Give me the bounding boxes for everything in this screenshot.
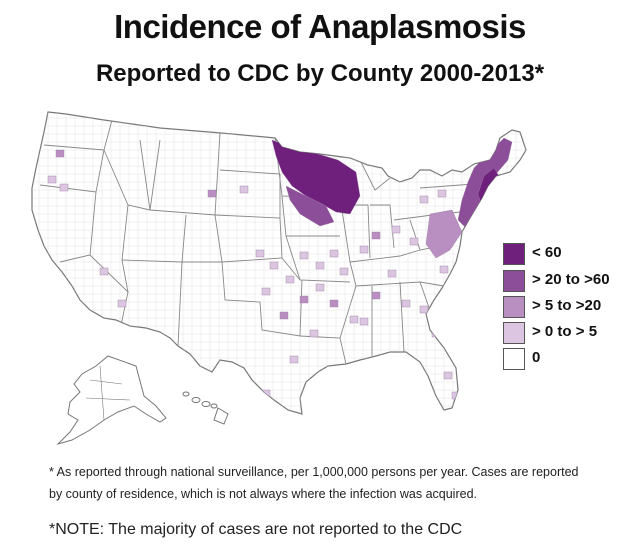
shaded-county (443, 371, 453, 380)
alaska-shape (56, 355, 167, 446)
legend-swatch (503, 322, 525, 344)
legend-label: > 5 to >20 (532, 297, 602, 314)
shaded-county (359, 317, 369, 326)
shaded-county (329, 249, 339, 258)
legend-label: < 60 (532, 244, 562, 261)
legend-label: > 0 to > 5 (532, 323, 598, 340)
shaded-county (299, 251, 309, 260)
legend-swatch (503, 296, 525, 318)
shaded-county (117, 299, 127, 308)
legend-item-zero: 0 (503, 348, 633, 370)
shaded-county (309, 329, 319, 338)
shaded-county (339, 267, 349, 276)
shaded-county (207, 189, 217, 198)
mid-atlantic-area (425, 209, 463, 259)
shaded-county (359, 245, 369, 254)
legend-item-0-5: > 0 to > 5 (503, 322, 633, 344)
shaded-county (401, 299, 411, 308)
legend-label: 0 (532, 349, 541, 366)
shaded-county (419, 305, 429, 314)
legend-item-5-20: > 5 to >20 (503, 296, 633, 318)
shaded-county (279, 311, 289, 320)
shaded-county (315, 283, 325, 292)
shaded-county (269, 261, 279, 270)
shaded-county (47, 175, 57, 184)
shaded-county (371, 231, 381, 240)
alaska-inset (56, 355, 167, 446)
footnote-line-2: by county of residence, which is not alw… (49, 487, 478, 501)
midwest-mid-area (285, 185, 335, 227)
map-title: Incidence of Anaplasmosis (114, 8, 526, 45)
shaded-county (255, 249, 265, 258)
legend-item-lt60: < 60 (503, 243, 633, 265)
hawaii-inset (182, 391, 229, 425)
shaded-county (391, 225, 401, 234)
legend-swatch (503, 243, 525, 265)
shaded-county (349, 315, 359, 324)
legend-label: > 20 to >60 (532, 271, 610, 288)
shaded-county (299, 295, 309, 304)
shaded-county (315, 261, 325, 270)
shaded-county (55, 149, 65, 158)
shaded-county (329, 299, 339, 308)
shaded-county (59, 183, 69, 192)
shaded-county (445, 295, 455, 304)
shaded-county (437, 189, 447, 198)
map-subtitle: Reported to CDC by County 2000-2013* (95, 60, 545, 87)
shaded-county (451, 391, 461, 400)
shaded-county (99, 267, 109, 276)
legend-swatch (503, 348, 525, 370)
cdc-note: *NOTE: The majority of cases are not rep… (49, 521, 463, 538)
shaded-county (285, 275, 295, 284)
shaded-county (289, 355, 299, 364)
shaded-county (439, 265, 449, 274)
midwest-high-area (271, 139, 361, 215)
footnote-line-1: * As reported through national surveilla… (49, 465, 579, 479)
shaded-county (235, 377, 245, 386)
shaded-county (419, 195, 429, 204)
incidence-shading (47, 137, 513, 400)
footnote: * As reported through national surveilla… (49, 461, 619, 505)
shaded-county (261, 287, 271, 296)
shaded-county (239, 185, 249, 194)
legend-swatch (503, 270, 525, 292)
shaded-county (387, 269, 397, 278)
shaded-county (371, 291, 381, 300)
shaded-county (409, 237, 419, 246)
legend-item-20-60: > 20 to >60 (503, 270, 633, 292)
